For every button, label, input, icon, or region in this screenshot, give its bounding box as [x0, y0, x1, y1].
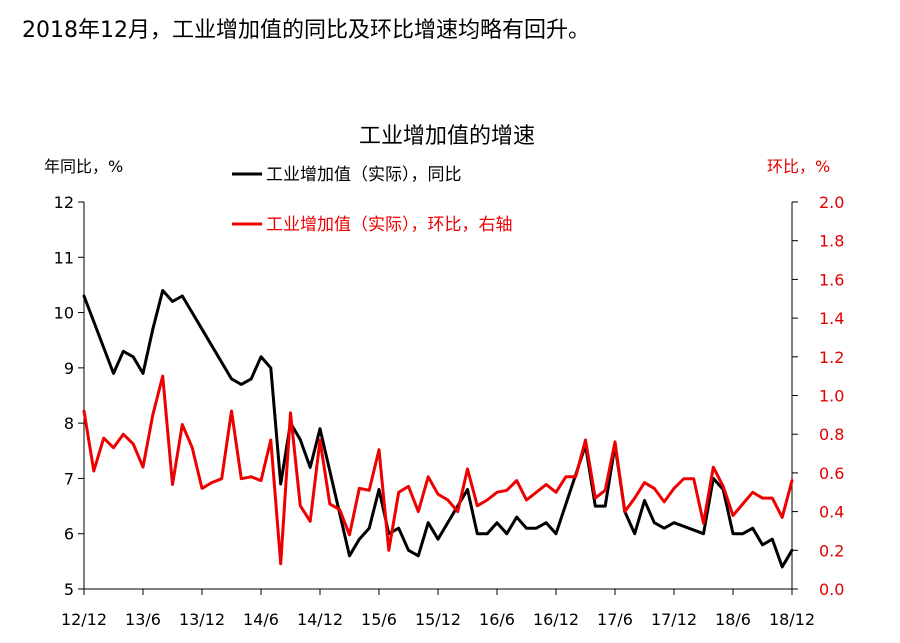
- right-tick-label: 1.0: [819, 387, 844, 406]
- left-tick-label: 9: [64, 359, 74, 378]
- axes-group: 5 6 7 8 9 10 11 12 0.0 0.2 0.4 0.6 0.8 1.0 1.2 1.4 1.6 1.…: [54, 193, 845, 629]
- right-axis-label: 环比，%: [767, 157, 830, 176]
- right-tick-label: 1.2: [819, 348, 844, 367]
- left-tick-label: 10: [54, 304, 74, 323]
- left-axis-label: 年同比，%: [44, 157, 123, 176]
- headline-text: 2018年12月，工业增加值的同比及环比增速均略有回升。: [22, 18, 590, 43]
- left-tick-label: 11: [54, 248, 74, 267]
- legend-label-mom: 工业增加值（实际），环比，右轴: [266, 215, 513, 235]
- right-tick-label: 0.0: [819, 580, 844, 599]
- x-tick-label: 14/6: [243, 610, 279, 629]
- series-line-yoy: [82, 289, 794, 569]
- right-tick-label: 1.6: [819, 270, 844, 289]
- left-tick-label: 8: [64, 414, 74, 433]
- x-tick-label: 13/6: [125, 610, 161, 629]
- x-tick-label: 17/6: [597, 610, 633, 629]
- left-tick-label: 7: [64, 469, 74, 488]
- x-tick-label: 15/6: [361, 610, 397, 629]
- right-tick-label: 1.4: [819, 309, 844, 328]
- x-tick-label: 13/12: [179, 610, 225, 629]
- right-tick-label: 0.4: [819, 503, 844, 522]
- x-tick-label: 14/12: [297, 610, 343, 629]
- left-tick-label: 12: [54, 193, 74, 212]
- series-line-mom: [82, 374, 794, 566]
- right-tick-label: 2.0: [819, 193, 844, 212]
- x-tick-label: 16/12: [533, 610, 579, 629]
- legend-label-yoy: 工业增加值（实际），同比: [266, 165, 462, 185]
- left-tick-label: 5: [64, 580, 74, 599]
- right-tick-label: 0.2: [819, 541, 844, 560]
- right-tick-label: 0.6: [819, 464, 844, 483]
- x-tick-label: 15/12: [415, 610, 461, 629]
- x-tick-label: 18/12: [769, 610, 815, 629]
- x-tick-label: 16/6: [479, 610, 515, 629]
- x-tick-label: 18/6: [715, 610, 751, 629]
- right-tick-label: 0.8: [819, 425, 844, 444]
- chart-title: 工业增加值的增速: [359, 124, 535, 149]
- series-lines: [82, 289, 794, 569]
- x-tick-label: 12/12: [61, 610, 107, 629]
- left-tick-label: 6: [64, 525, 74, 544]
- right-tick-label: 1.8: [819, 232, 844, 251]
- x-tick-label: 17/12: [651, 610, 697, 629]
